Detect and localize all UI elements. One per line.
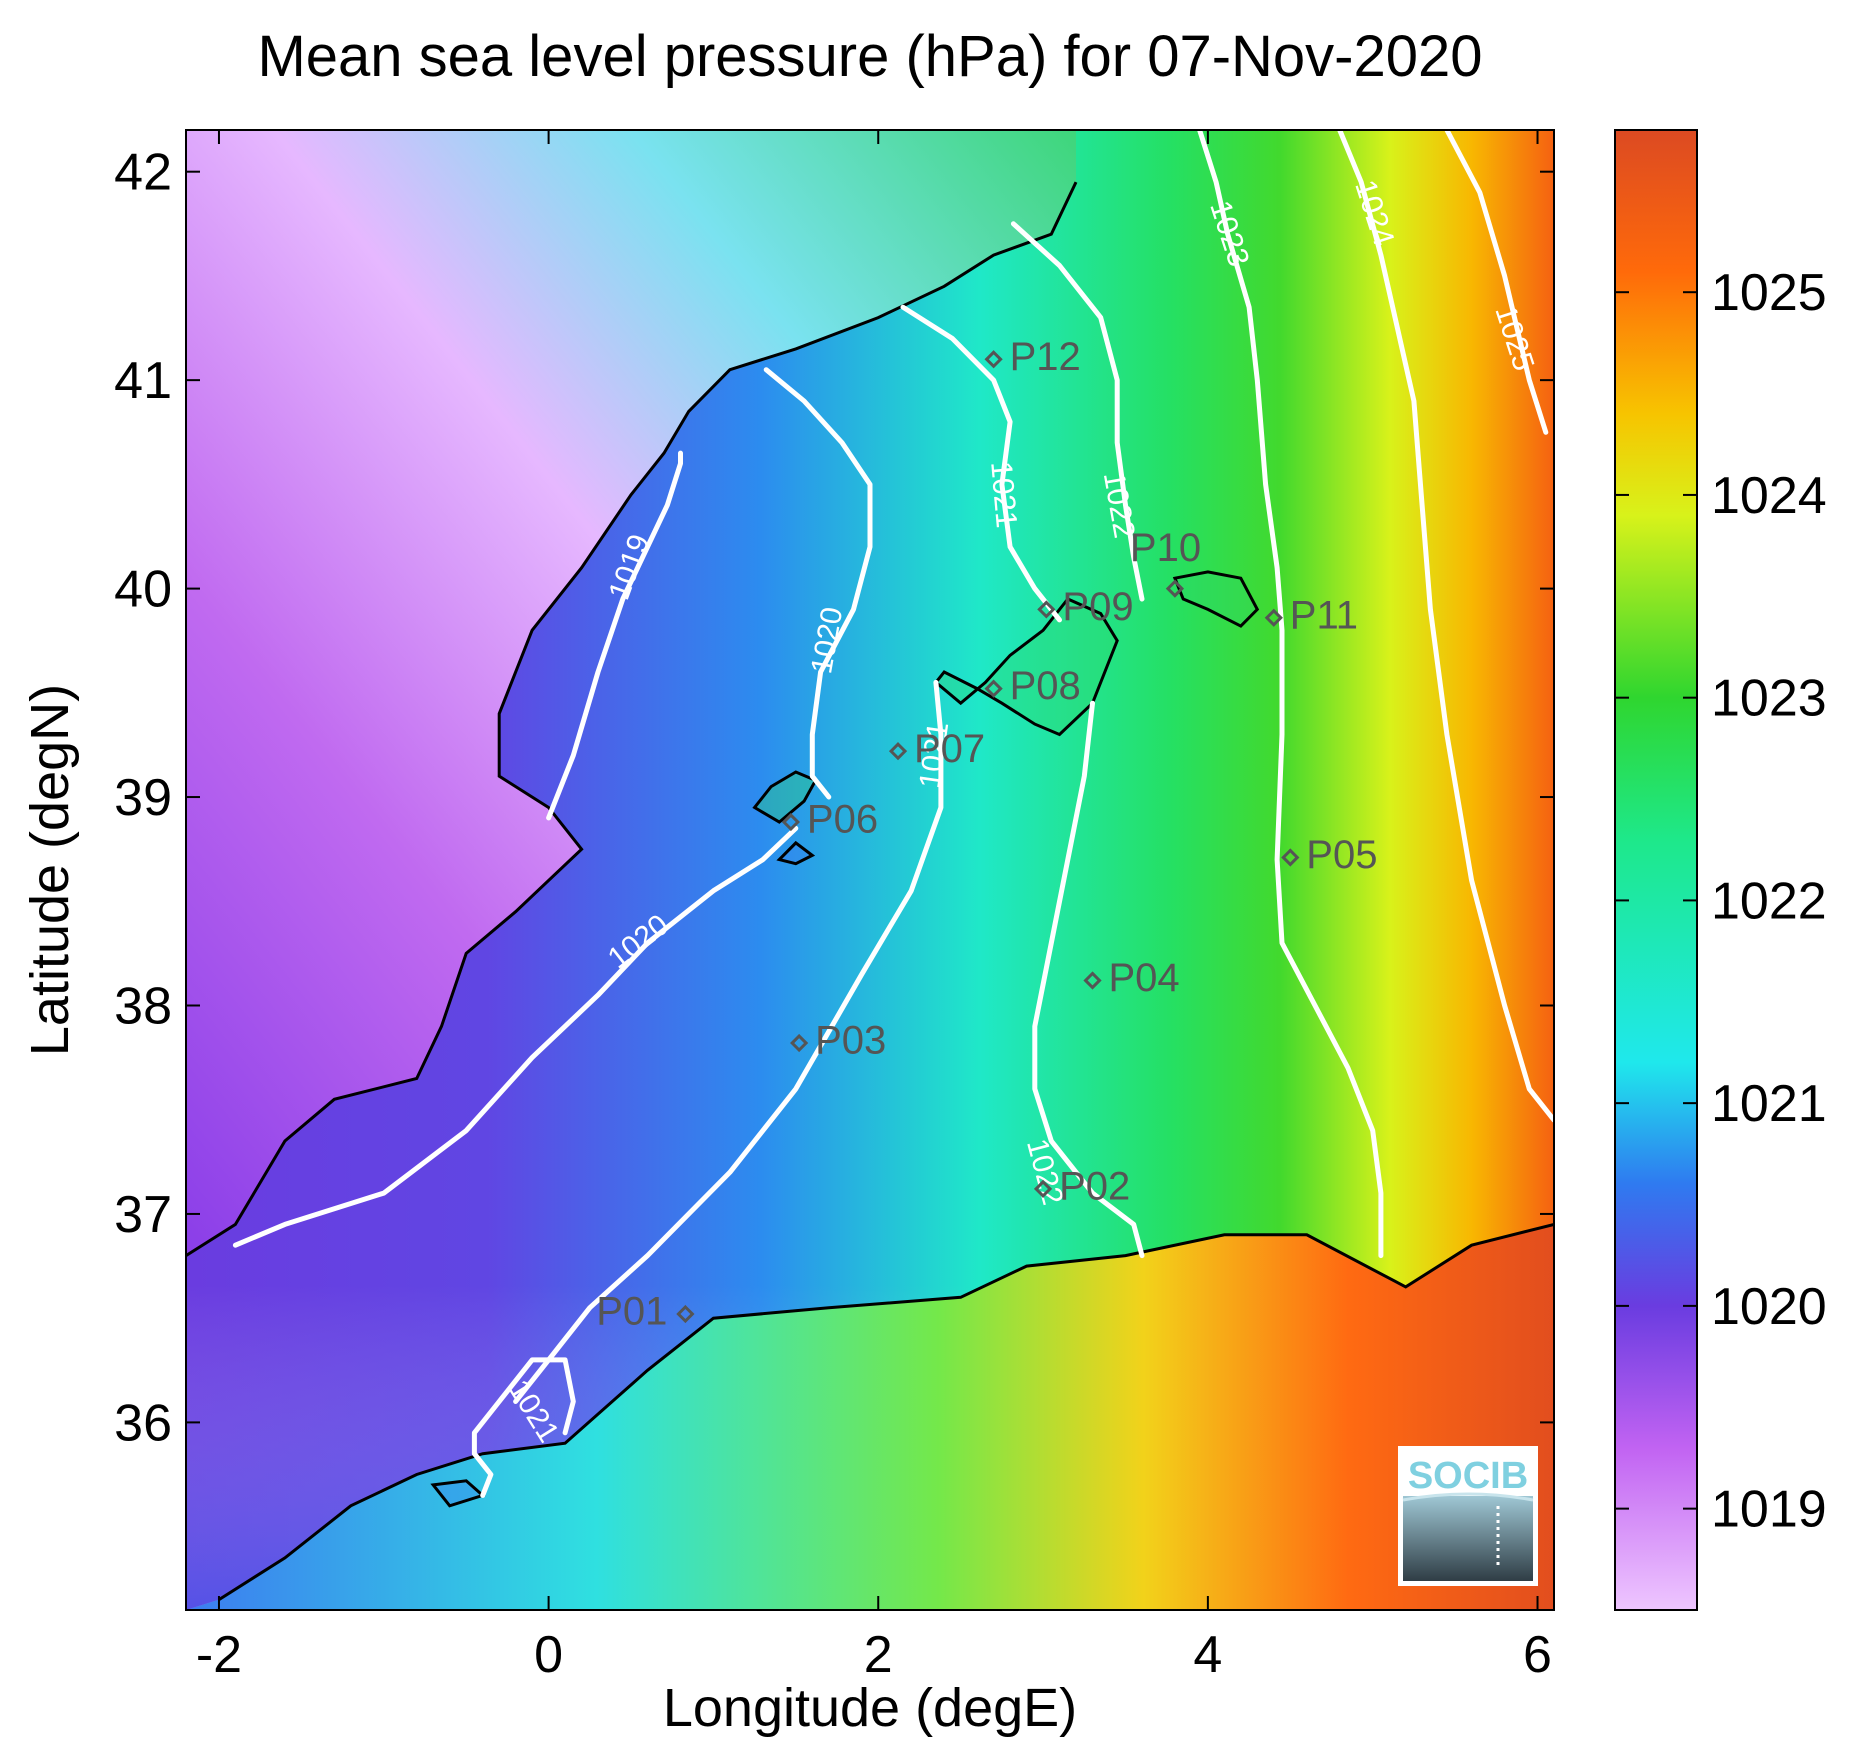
socib-logo-image — [1403, 1496, 1533, 1581]
station-label: P10 — [1130, 526, 1201, 570]
iberia-pressure-field — [186, 130, 1076, 1256]
colorbar-tick-label: 1024 — [1711, 467, 1827, 525]
contour-1023-line — [1197, 130, 1384, 1259]
station-marker — [781, 812, 801, 832]
x-tick-label: 4 — [1193, 1626, 1222, 1684]
station-marker — [888, 742, 908, 761]
contour-1020-line — [232, 825, 799, 1248]
x-tick-label: 0 — [534, 1626, 563, 1684]
station-label: P05 — [1306, 833, 1377, 877]
station-marker — [1281, 848, 1300, 867]
contour-1020-line — [763, 367, 873, 800]
station-marker — [1083, 971, 1102, 990]
y-tick-label: 37 — [114, 1186, 172, 1244]
y-axis-label: Latitude (degN) — [20, 684, 80, 1056]
mallorca-coast — [933, 597, 1119, 737]
socib-logo: SOCIB — [1398, 1446, 1538, 1586]
colorbar-tick-label: 1025 — [1711, 264, 1827, 322]
station-label: P07 — [914, 727, 985, 771]
station-label: P08 — [1010, 664, 1081, 708]
iberia-coast — [186, 181, 1078, 1257]
x-axis-ticks: -2 0 2 4 6 — [196, 130, 1552, 1684]
colorbar-tick-label: 1021 — [1711, 1075, 1827, 1133]
station-label: P11 — [1290, 593, 1358, 637]
x-tick-label: -2 — [196, 1626, 242, 1684]
plot-frame — [185, 129, 1555, 1611]
station-marker — [1264, 608, 1283, 627]
formentera-coast — [776, 840, 816, 866]
socib-logo-wave — [1402, 1492, 1534, 1502]
land-layer — [186, 130, 1554, 1610]
y-tick-label: 42 — [114, 144, 172, 202]
station-label: P02 — [1059, 1164, 1130, 1208]
y-axis-ticks: 36 37 38 39 40 41 42 — [114, 144, 1554, 1452]
colorbar — [1614, 129, 1698, 1611]
contour-1022-line — [1032, 700, 1145, 1259]
station-label: P03 — [815, 1019, 886, 1063]
menorca-coast — [1172, 570, 1260, 628]
station-layer: P01 P02 P03 P04 P05 P06 P07 P08 P09 P10 P11 P12 — [596, 335, 1377, 1334]
y-tick-label: 38 — [114, 977, 172, 1035]
station-marker — [984, 679, 1003, 698]
coastline-layer — [186, 181, 1554, 1601]
station-marker — [1033, 1179, 1053, 1199]
contour-1021-line — [471, 1357, 576, 1498]
contour-1021-line — [513, 679, 944, 1404]
contour-1024-line — [1337, 130, 1554, 1123]
x-axis-label: Longitude (degE) — [663, 1678, 1077, 1738]
contour-1021-line — [900, 304, 1062, 623]
y-tick-label: 36 — [114, 1394, 172, 1452]
colorbar-tick-label: 1022 — [1711, 872, 1827, 930]
station-label: P04 — [1109, 956, 1180, 1000]
africa-pressure-field — [186, 1224, 1554, 1610]
y-tick-label: 40 — [114, 561, 172, 619]
africa-coast — [218, 1222, 1554, 1601]
station-marker — [984, 350, 1003, 369]
colorbar-tick-label: 1023 — [1711, 670, 1827, 728]
y-tick-label: 41 — [114, 352, 172, 410]
station-label: P01 — [596, 1290, 667, 1334]
contour-1019-line — [546, 450, 683, 821]
x-tick-label: 6 — [1523, 1626, 1552, 1684]
station-label: P09 — [1062, 585, 1133, 629]
station-marker — [790, 1033, 809, 1053]
station-label: P12 — [1010, 335, 1081, 379]
station-marker — [1165, 579, 1185, 598]
station-marker — [676, 1304, 695, 1324]
colorbar-ticks: 1019 1020 1021 1022 1023 1024 1025 — [1615, 264, 1827, 1539]
x-tick-label: 2 — [864, 1626, 893, 1684]
station-label: P06 — [807, 798, 878, 842]
y-tick-label: 39 — [114, 769, 172, 827]
contour-1025-line — [1444, 130, 1549, 435]
station-marker — [1037, 600, 1056, 619]
chart-title: Mean sea level pressure (hPa) for 07-Nov… — [257, 24, 1482, 89]
contour-1022-line — [1010, 221, 1145, 602]
colorbar-tick-label: 1019 — [1711, 1481, 1827, 1539]
contour-label: 1021 — [984, 460, 1023, 529]
colorbar-tick-label: 1020 — [1711, 1278, 1827, 1336]
socib-logo-text: SOCIB — [1408, 1455, 1528, 1497]
